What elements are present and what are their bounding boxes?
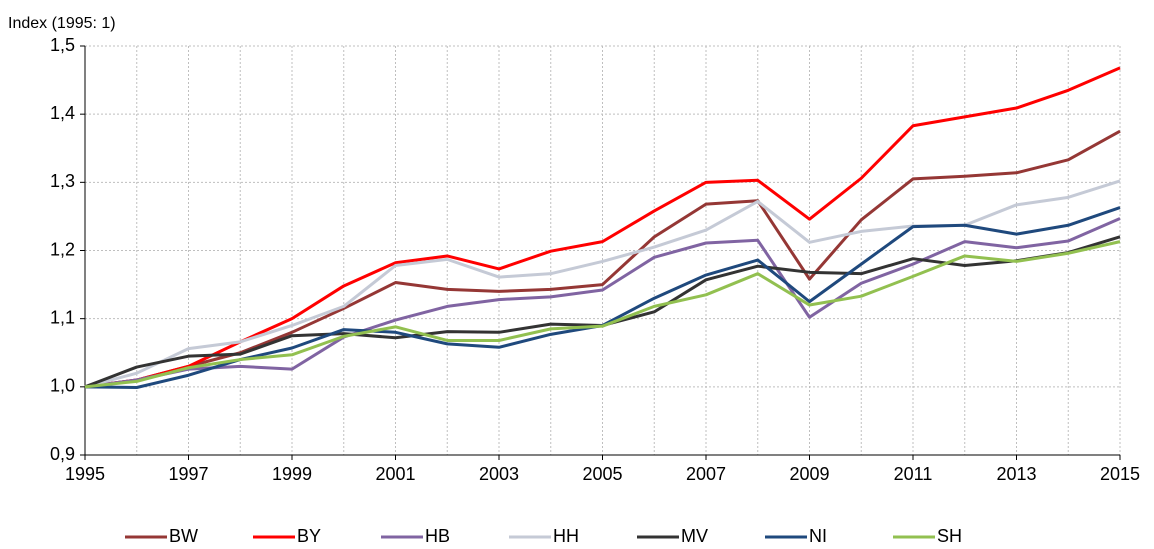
- legend-label: BY: [297, 526, 321, 546]
- series-line: [84, 217, 1121, 389]
- y-tick-label: 1,3: [50, 171, 75, 191]
- y-tick-label: 1,2: [50, 239, 75, 259]
- legend-label: BW: [169, 526, 198, 546]
- series-line: [84, 66, 1121, 389]
- x-tick-label: 2015: [1100, 464, 1140, 484]
- x-tick-label: 2007: [686, 464, 726, 484]
- x-tick-label: 2009: [789, 464, 829, 484]
- y-tick-label: 0,9: [50, 444, 75, 464]
- legend-label: HH: [553, 526, 579, 546]
- legend-label: SH: [937, 526, 962, 546]
- series-line: [84, 240, 1121, 389]
- legend-label: NI: [809, 526, 827, 546]
- x-tick-label: 2001: [375, 464, 415, 484]
- legend-label: MV: [681, 526, 708, 546]
- x-tick-label: 2013: [996, 464, 1036, 484]
- legend-label: HB: [425, 526, 450, 546]
- y-axis-label: Index (1995: 1): [8, 15, 116, 32]
- y-tick-label: 1,5: [50, 35, 75, 55]
- x-tick-label: 1999: [272, 464, 312, 484]
- x-tick-label: 2003: [479, 464, 519, 484]
- y-tick-label: 1,4: [50, 103, 75, 123]
- x-tick-label: 1995: [65, 464, 105, 484]
- x-tick-label: 2005: [582, 464, 622, 484]
- y-tick-label: 1,0: [50, 376, 75, 396]
- series-line: [84, 129, 1121, 389]
- x-tick-label: 2011: [894, 464, 933, 484]
- x-tick-label: 1997: [168, 464, 208, 484]
- y-tick-label: 1,1: [50, 307, 75, 327]
